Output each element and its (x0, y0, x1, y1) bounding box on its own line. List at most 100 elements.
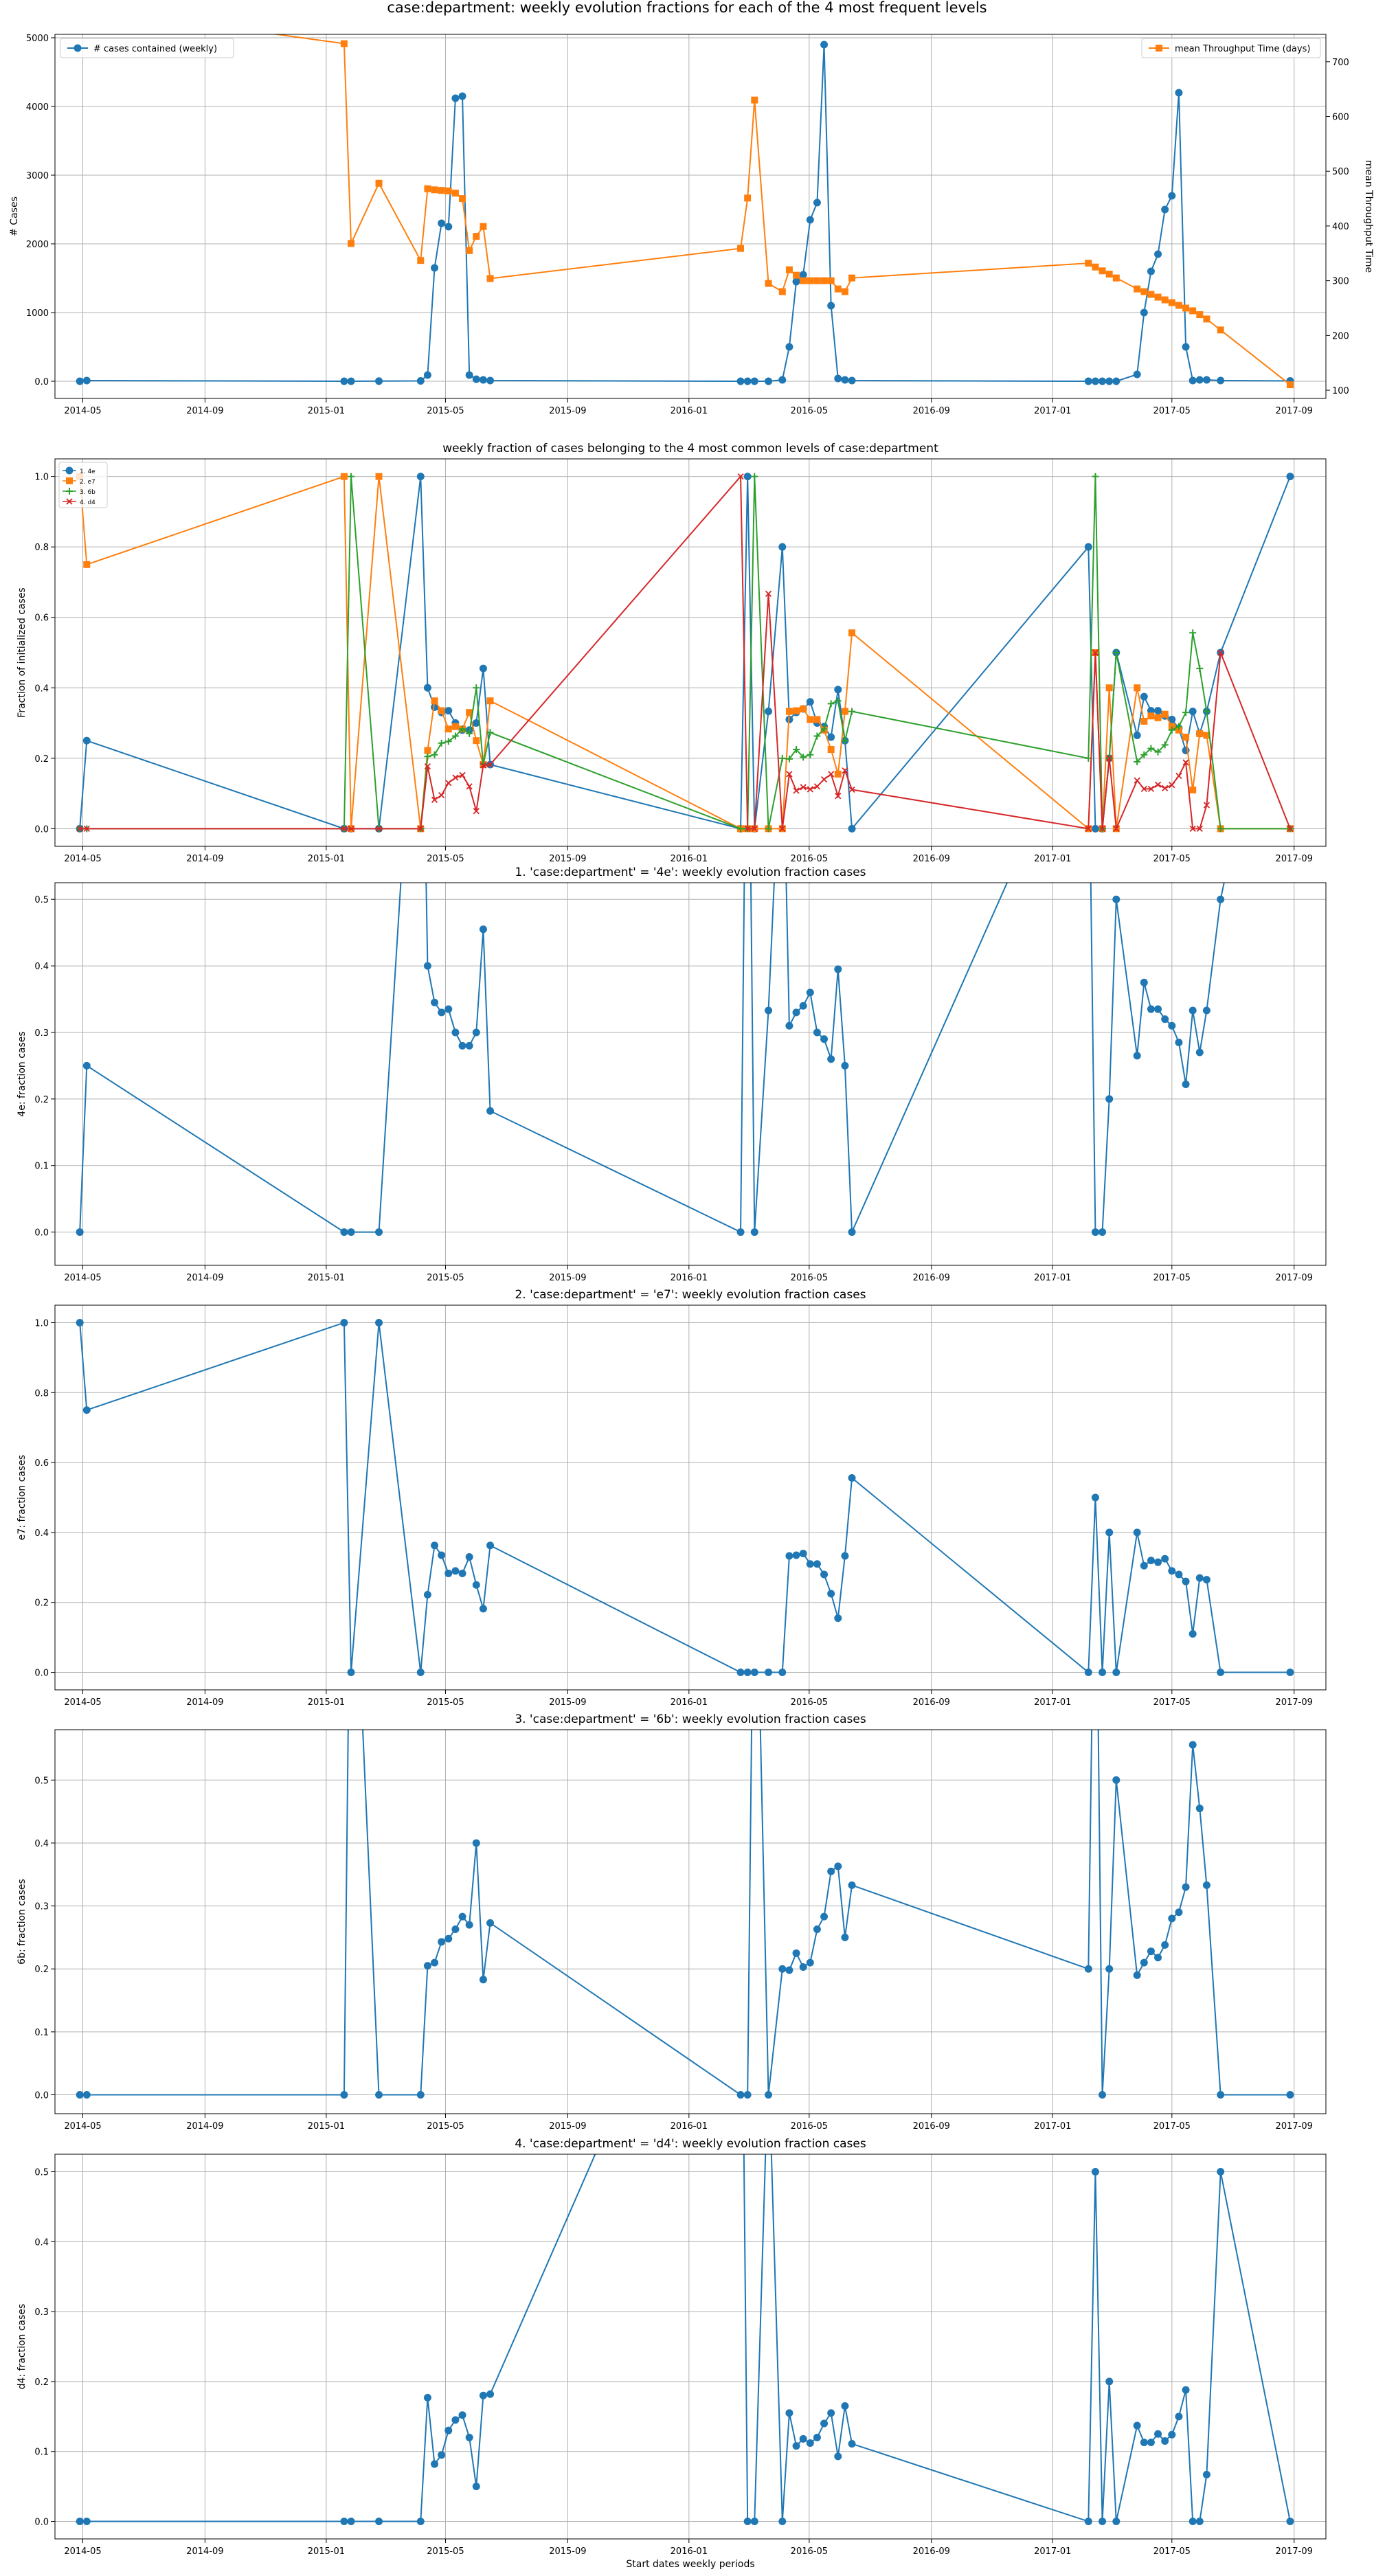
x-tick-label: 2014-09 (186, 2546, 223, 2557)
data-point (431, 1958, 439, 1967)
data-point (848, 2440, 856, 2448)
data-point (1091, 1493, 1099, 1502)
data-point (1202, 1006, 1210, 1015)
legend-marker (66, 488, 73, 495)
data-point (431, 697, 438, 705)
data-point (1099, 1669, 1107, 1677)
data-point (736, 1669, 745, 1677)
x-tick-label: 2016-05 (791, 406, 828, 416)
data-point (431, 186, 438, 194)
data-point (799, 1549, 807, 1557)
data-point (458, 92, 466, 100)
data-point (848, 1881, 856, 1889)
data-point (1196, 665, 1204, 673)
data-point (76, 825, 83, 832)
data-point (451, 1567, 460, 1575)
data-point (431, 998, 439, 1006)
data-point (431, 2460, 439, 2468)
data-point (792, 2442, 800, 2450)
data-point (834, 1862, 842, 1871)
x-tick-label: 2015-09 (549, 2121, 586, 2132)
y-tick-label: 0.3 (34, 1902, 49, 1912)
data-point (1189, 307, 1197, 315)
data-point (828, 771, 835, 778)
data-point (1084, 377, 1092, 385)
y-tick-label: 0.0 (34, 2091, 49, 2101)
x-tick-label: 2016-09 (913, 2546, 950, 2557)
data-point (438, 739, 445, 747)
data-point (800, 784, 807, 791)
data-point (792, 1551, 800, 1559)
data-point (820, 725, 828, 733)
data-point (76, 2091, 84, 2099)
data-point (1202, 2470, 1210, 2478)
y-tick-label: 5000 (26, 34, 49, 44)
data-point (1147, 1005, 1155, 1013)
data-point (348, 473, 355, 480)
data-point (1168, 299, 1175, 306)
data-point (1154, 748, 1162, 756)
data-point (1105, 1095, 1114, 1103)
data-point (765, 2091, 773, 2099)
x-tick-label: 2016-01 (671, 1273, 708, 1283)
data-point (1175, 1038, 1183, 1046)
x-tick-label: 2015-09 (549, 854, 586, 864)
data-point (438, 1551, 446, 1559)
data-point (472, 1839, 480, 1847)
data-point (451, 1028, 460, 1037)
data-point (765, 377, 773, 385)
y-tick-label: 0.5 (34, 2167, 49, 2178)
x-tick-label: 2016-09 (913, 2121, 950, 2132)
data-point (1161, 2437, 1169, 2445)
x-tick-label: 2015-09 (549, 1697, 586, 1708)
data-point (458, 1041, 466, 1050)
data-point (1196, 311, 1204, 319)
data-point (1182, 343, 1190, 351)
y-tick-label: 0.3 (34, 1028, 49, 1039)
subplot-title: weekly fraction of cases belonging to th… (442, 442, 938, 455)
x-tick-label: 2015-09 (549, 2546, 586, 2557)
data-point (444, 738, 452, 745)
data-point (445, 780, 452, 787)
data-point (841, 1933, 849, 1941)
data-point (76, 2518, 84, 2526)
data-point (1175, 1570, 1183, 1579)
data-point (765, 590, 772, 598)
data-point (1112, 2518, 1120, 2526)
y-right-tick-label: 400 (1332, 222, 1349, 232)
y-tick-label: 0.2 (34, 1598, 49, 1609)
data-point (486, 376, 495, 385)
plot-area (76, 1730, 1294, 2099)
data-point (486, 1541, 495, 1550)
data-point (841, 2402, 849, 2410)
data-point (83, 825, 90, 832)
data-point (806, 1958, 814, 1967)
x-tick-label: 2017-09 (1276, 1273, 1313, 1283)
data-point (848, 1228, 856, 1236)
data-point (1099, 377, 1107, 385)
data-point (1147, 267, 1155, 275)
data-point (438, 1938, 446, 1946)
data-point (375, 2518, 383, 2526)
legend-marker (65, 466, 74, 475)
data-point (451, 94, 460, 102)
data-point (1169, 782, 1175, 789)
data-point (486, 697, 494, 705)
figure-xlabel: Start dates weekly periods (626, 2559, 754, 2570)
data-point (1105, 271, 1113, 278)
data-point (479, 925, 487, 934)
data-point (1084, 543, 1092, 551)
data-point (1189, 629, 1197, 637)
data-point (466, 730, 473, 737)
data-point (1112, 895, 1120, 903)
data-point (438, 707, 445, 714)
data-point (459, 771, 466, 779)
data-point (1182, 1577, 1190, 1585)
data-point (82, 2518, 91, 2526)
data-point (1203, 802, 1210, 809)
data-point (458, 1912, 466, 1921)
y-tick-label: 0.4 (34, 2237, 49, 2248)
x-tick-label: 2017-05 (1153, 2121, 1191, 2132)
data-point (1154, 707, 1162, 715)
x-tick-label: 2015-05 (427, 406, 464, 416)
